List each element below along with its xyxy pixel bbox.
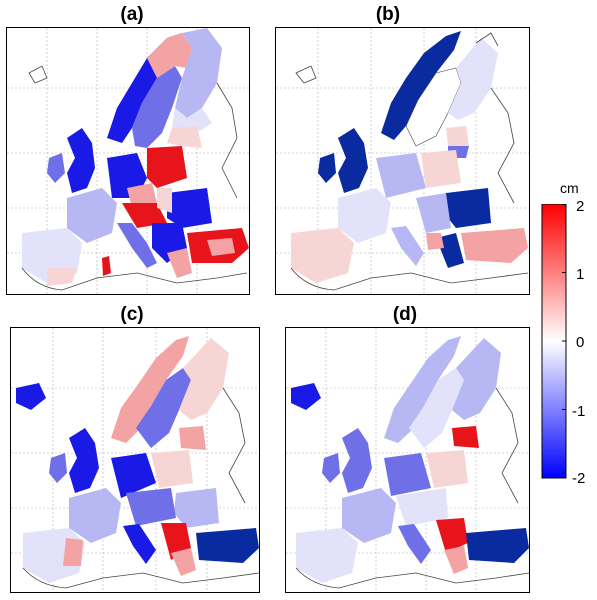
region-iberia — [291, 228, 354, 283]
panel-title-d: (d) — [392, 304, 418, 325]
region-finland — [452, 338, 501, 420]
region-poland — [426, 450, 468, 488]
region-serbia — [426, 233, 444, 250]
region-greece — [167, 248, 192, 278]
region-baltic — [179, 426, 206, 450]
region-baltic — [452, 426, 479, 448]
coastline — [295, 387, 529, 589]
region-norway — [111, 336, 189, 443]
coastline — [22, 387, 259, 589]
region-poland — [151, 450, 193, 488]
region-italy — [123, 524, 156, 564]
region-turkey — [466, 528, 529, 563]
region-uk — [69, 428, 99, 493]
region-sardinia — [102, 256, 111, 276]
region-ireland — [318, 153, 336, 183]
region-france — [338, 188, 391, 243]
map-d-svg — [286, 328, 529, 592]
map-panel-b — [275, 27, 530, 295]
region-turkey — [196, 528, 259, 563]
region-iceland — [16, 383, 46, 410]
panel-title-c: (c) — [120, 304, 144, 325]
map-c-svg — [11, 328, 259, 592]
colorbar-tick-label: 2 — [576, 198, 585, 215]
region-uk — [342, 428, 372, 493]
region-greece — [444, 546, 468, 574]
region-romania — [174, 488, 219, 528]
region-turkey — [461, 228, 528, 263]
region-romania — [167, 188, 212, 228]
region-poland — [147, 146, 187, 188]
map-panel-c — [10, 327, 260, 593]
region-germany — [376, 153, 426, 198]
region-poland — [421, 150, 461, 188]
map-a-svg — [7, 28, 249, 294]
coastline — [21, 65, 248, 291]
region-norway — [384, 336, 461, 443]
region-ireland — [322, 453, 340, 483]
region-uk — [338, 128, 368, 193]
region-sweden — [409, 368, 464, 448]
region-iberia — [296, 528, 358, 583]
region-hungary — [157, 188, 172, 213]
region-france — [342, 488, 396, 543]
region-ireland — [47, 153, 65, 183]
region-baltic — [167, 126, 202, 148]
region-iberia-south — [47, 268, 77, 286]
colorbar-tick-label: -2 — [572, 470, 586, 487]
region-uk — [67, 128, 95, 193]
region-balkans — [436, 518, 468, 553]
region-sweden-north — [147, 33, 192, 78]
region-central — [396, 488, 448, 526]
region-central — [126, 488, 176, 526]
region-greece — [171, 548, 196, 576]
map-panel-a — [6, 27, 250, 295]
region-finland — [175, 28, 222, 118]
region-turkey-east — [207, 238, 235, 256]
region-germany — [384, 453, 431, 496]
region-iceland — [291, 383, 321, 410]
region-germany — [111, 453, 156, 498]
region-ireland — [49, 453, 67, 483]
colorbar — [540, 203, 597, 494]
colorbar-tick-label: 0 — [576, 334, 585, 351]
region-estonia — [446, 126, 469, 146]
region-romania — [444, 188, 491, 228]
region-france — [69, 488, 121, 543]
region-iberia-east — [63, 538, 83, 566]
panel-title-a: (a) — [120, 4, 144, 25]
colorbar-svg — [541, 203, 567, 479]
colorbar-unit: cm — [560, 180, 579, 196]
map-b-svg — [276, 28, 529, 294]
colorbar-ticks — [562, 204, 566, 478]
region-sweden — [136, 368, 191, 448]
panel-title-b: (b) — [375, 4, 401, 25]
region-norway — [381, 31, 461, 140]
region-italy — [391, 226, 424, 266]
region-czech — [127, 183, 157, 208]
region-finland — [448, 38, 498, 120]
map-panel-d — [285, 327, 530, 593]
region-balkans — [416, 193, 451, 233]
coastline — [290, 32, 529, 291]
region-france — [67, 188, 117, 243]
region-finland — [179, 338, 229, 420]
colorbar-tick-label: 1 — [576, 266, 585, 283]
colorbar-tick-label: -1 — [572, 403, 586, 420]
region-austria — [122, 203, 167, 228]
region-italy — [398, 524, 431, 564]
region-italy — [117, 223, 157, 268]
region-sweden — [132, 66, 182, 148]
region-greece — [436, 233, 464, 268]
